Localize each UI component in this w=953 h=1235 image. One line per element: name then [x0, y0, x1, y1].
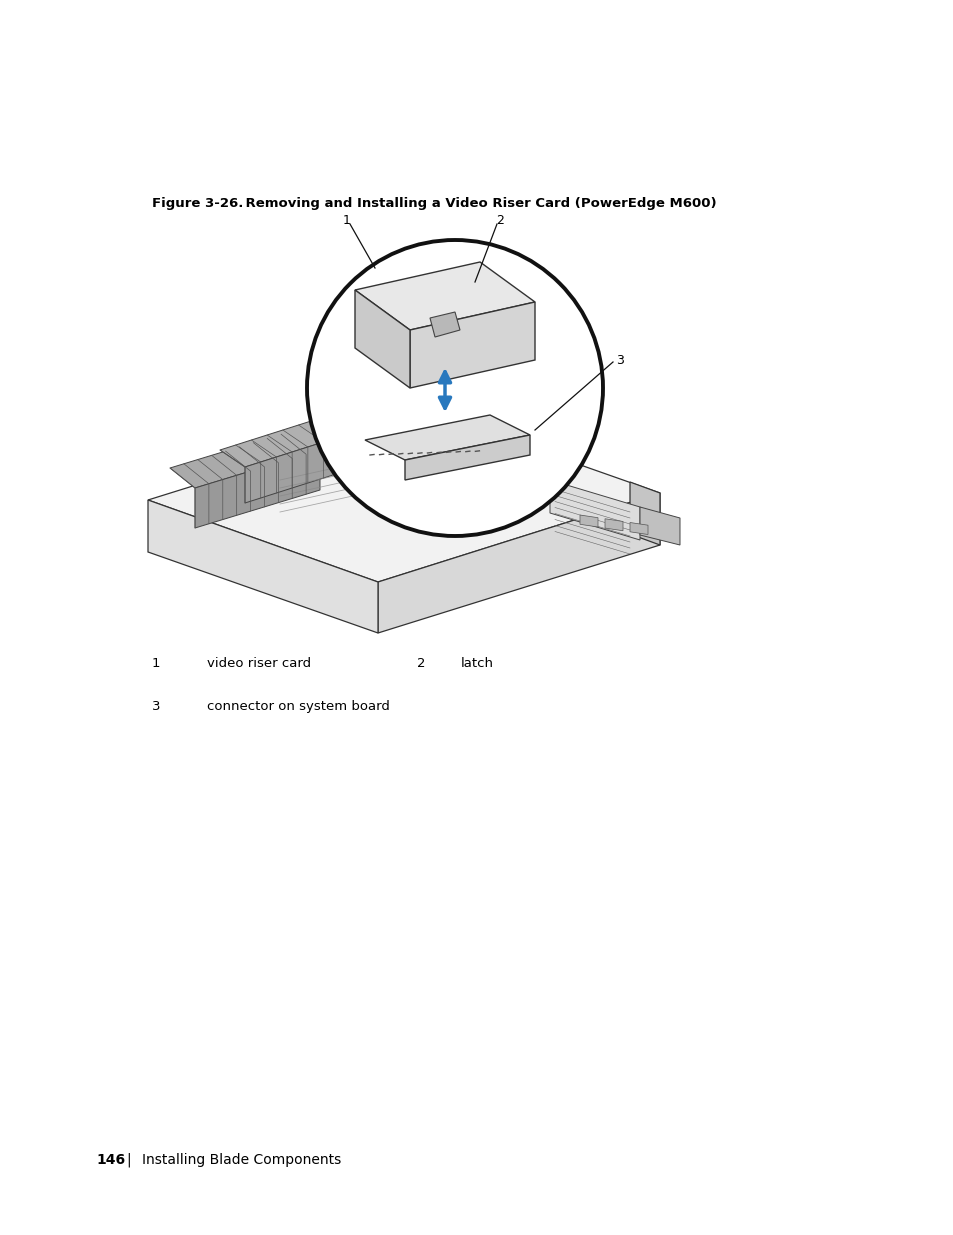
- Text: |: |: [126, 1152, 131, 1167]
- Polygon shape: [430, 312, 459, 337]
- Text: 2: 2: [416, 657, 425, 671]
- Polygon shape: [550, 480, 639, 540]
- Polygon shape: [377, 493, 659, 634]
- Polygon shape: [365, 415, 530, 459]
- Text: 3: 3: [616, 353, 623, 367]
- Polygon shape: [339, 403, 455, 445]
- Polygon shape: [410, 303, 535, 388]
- Text: 1: 1: [152, 657, 160, 671]
- Text: 2: 2: [496, 215, 503, 227]
- Polygon shape: [405, 435, 530, 480]
- Text: 1: 1: [343, 215, 351, 227]
- Polygon shape: [245, 432, 355, 503]
- Text: latch: latch: [460, 657, 494, 671]
- Polygon shape: [579, 515, 598, 527]
- Text: Installing Blade Components: Installing Blade Components: [142, 1153, 341, 1167]
- Circle shape: [307, 240, 602, 536]
- Polygon shape: [148, 412, 659, 582]
- Polygon shape: [604, 519, 622, 531]
- Text: Figure 3-26.: Figure 3-26.: [152, 198, 243, 210]
- Polygon shape: [148, 500, 377, 634]
- Polygon shape: [355, 290, 410, 388]
- Polygon shape: [629, 522, 647, 535]
- Text: Removing and Installing a Video Riser Card (PowerEdge M600): Removing and Installing a Video Riser Ca…: [227, 198, 716, 210]
- Polygon shape: [639, 508, 679, 545]
- Text: 146: 146: [96, 1153, 125, 1167]
- Text: video riser card: video riser card: [207, 657, 311, 671]
- Polygon shape: [170, 430, 319, 488]
- Polygon shape: [194, 450, 319, 529]
- Text: 3: 3: [152, 700, 160, 713]
- Polygon shape: [355, 262, 535, 330]
- Polygon shape: [629, 482, 659, 545]
- Polygon shape: [220, 415, 355, 467]
- Text: connector on system board: connector on system board: [207, 700, 390, 713]
